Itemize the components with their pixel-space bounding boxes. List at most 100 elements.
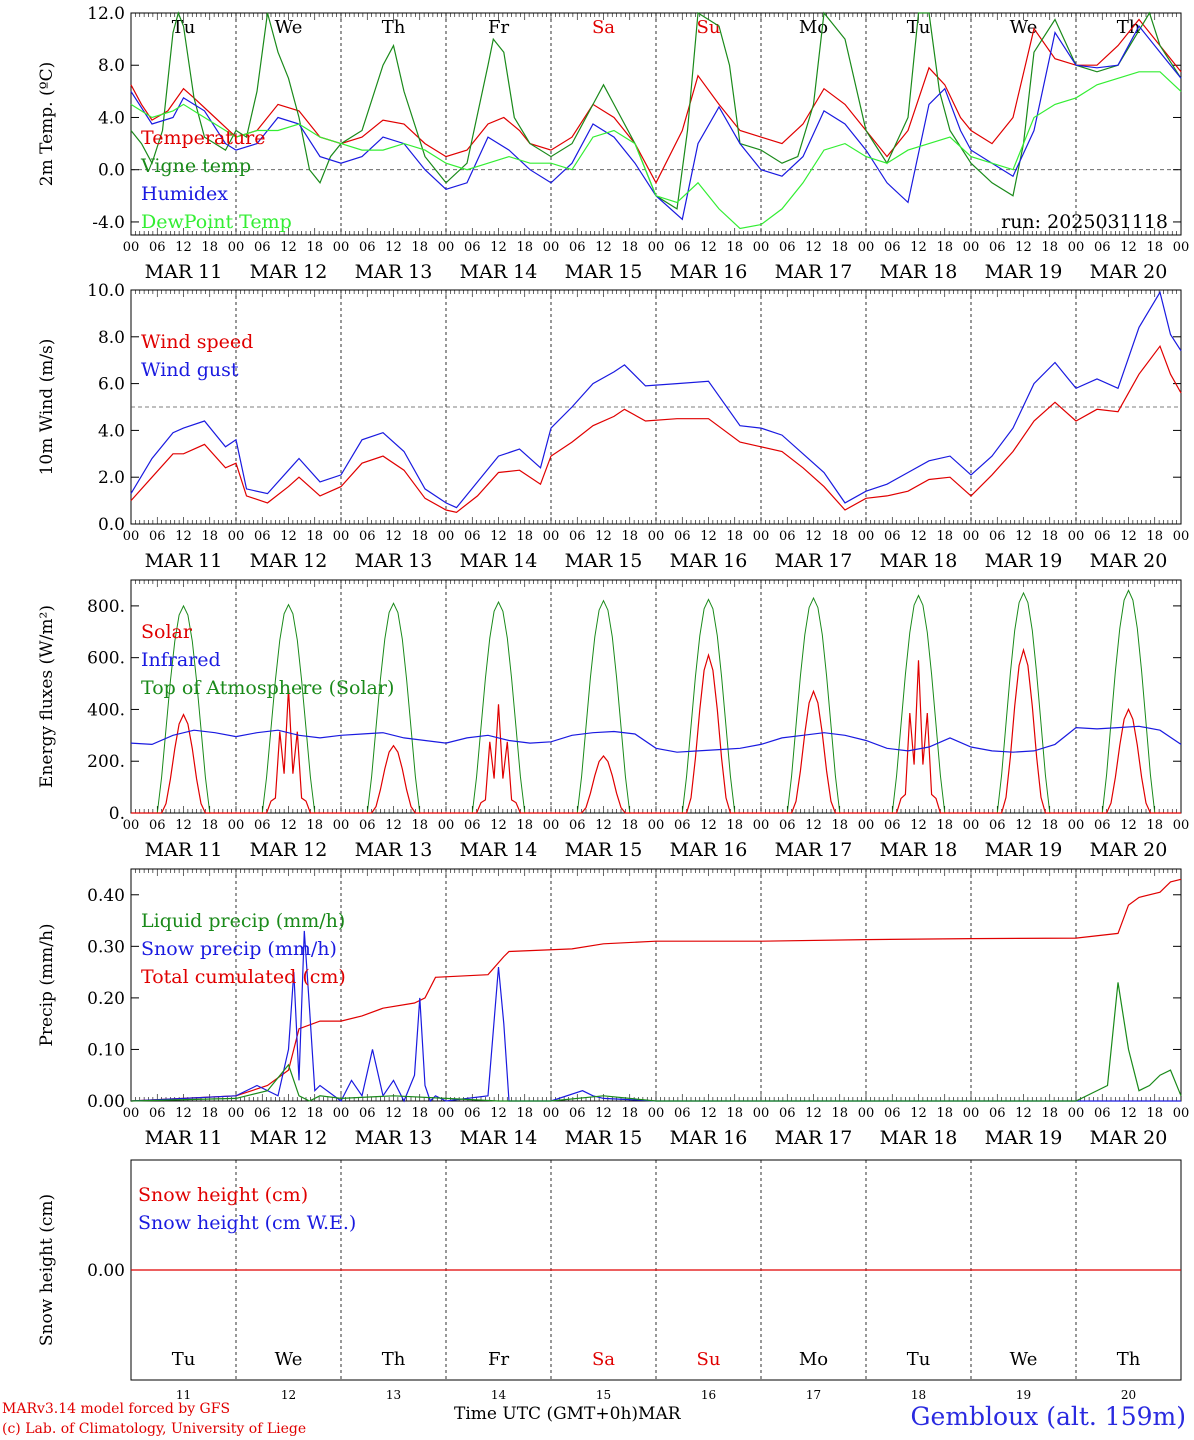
legend-entry: Top of Atmosphere (Solar) [141, 677, 394, 699]
x-hour-label: 00 [858, 529, 875, 544]
y-tick-label: 800. [87, 597, 125, 617]
x-hour-label: 12 [1015, 529, 1032, 544]
x-hour-label: 18 [306, 818, 323, 833]
x-date-label: MAR 15 [565, 550, 643, 572]
toa-solar-line [866, 594, 971, 814]
x-date-label: MAR 11 [145, 261, 223, 283]
x-hour-label: 06 [989, 529, 1006, 544]
x-hour-label: 12 [175, 529, 192, 544]
y-tick-label: 0.00 [87, 1092, 125, 1112]
x-hour-label: 00 [543, 1106, 560, 1121]
legend-entry: DewPoint Temp [141, 211, 292, 233]
legend-entry: Snow precip (mm/h) [141, 938, 337, 960]
model-credit: MARv3.14 model forced by GFS [2, 1401, 231, 1417]
x-hour-label: 12 [805, 818, 822, 833]
x-hour-label: 00 [753, 240, 770, 255]
legend-entry: Wind gust [141, 359, 239, 381]
weekday-label: We [1010, 1349, 1038, 1370]
legend-entry: Temperature [141, 127, 265, 149]
day-number-label: 11 [176, 1388, 191, 1402]
x-hour-label: 12 [805, 1106, 822, 1121]
x-hour-label: 06 [149, 529, 166, 544]
x-hour-label: 18 [516, 818, 533, 833]
x-hour-label: 00 [1173, 1106, 1190, 1121]
weekday-label: Mo [799, 17, 828, 38]
dewpoint-templine [130, 71, 1182, 230]
x-hour-label: 00 [1068, 1106, 1085, 1121]
x-hour-label: 12 [700, 818, 717, 833]
x-hour-label: 18 [831, 818, 848, 833]
station-label: Gembloux (alt. 159m) [910, 1402, 1186, 1431]
x-date-label: MAR 20 [1090, 261, 1168, 283]
x-hour-label: 00 [963, 240, 980, 255]
x-hour-label: 12 [700, 1106, 717, 1121]
weekday-label: Mo [799, 1349, 828, 1370]
x-hour-label: 06 [359, 529, 376, 544]
toa-solar-line [551, 599, 656, 814]
x-hour-label: 06 [569, 818, 586, 833]
x-hour-label: 12 [1120, 1106, 1137, 1121]
x-hour-label: 18 [411, 529, 428, 544]
x-hour-label: 06 [569, 529, 586, 544]
x-hour-label: 12 [490, 818, 507, 833]
weekday-label: Fr [488, 1349, 509, 1370]
x-hour-label: 18 [306, 1106, 323, 1121]
x-date-label: MAR 17 [775, 1127, 853, 1149]
legend-entry: Snow height (cm W.E.) [138, 1212, 356, 1234]
weekday-label: Th [382, 1349, 406, 1370]
x-hour-label: 00 [648, 240, 665, 255]
x-hour-label: 12 [490, 1106, 507, 1121]
x-hour-label: 12 [1015, 240, 1032, 255]
x-hour-label: 18 [621, 818, 638, 833]
x-date-label: MAR 19 [985, 550, 1063, 572]
x-hour-label: 06 [674, 529, 691, 544]
weekday-label: Th [1117, 1349, 1141, 1370]
x-hour-label: 18 [516, 1106, 533, 1121]
x-hour-label: 06 [989, 240, 1006, 255]
y-tick-label: 4.0 [98, 421, 125, 441]
x-hour-label: 12 [910, 240, 927, 255]
x-hour-label: 00 [543, 818, 560, 833]
weekday-label: Su [697, 17, 721, 38]
weekday-label: Tu [907, 17, 931, 38]
y-tick-label: 12.0 [87, 4, 125, 24]
wind-speedline [130, 344, 1182, 513]
total-cumulated-cm-line [130, 878, 1182, 1102]
x-hour-label: 06 [464, 240, 481, 255]
toa-solar-line [341, 602, 446, 814]
x-hour-label: 12 [1015, 1106, 1032, 1121]
x-date-label: MAR 13 [355, 1127, 433, 1149]
x-date-label: MAR 19 [985, 1127, 1063, 1149]
day-number-label: 14 [491, 1388, 507, 1402]
x-date-label: MAR 18 [880, 550, 958, 572]
x-date-label: MAR 11 [145, 550, 223, 572]
x-hour-label: 00 [543, 240, 560, 255]
y-tick-label: 0.20 [87, 989, 125, 1009]
toa-solar-line [761, 596, 866, 814]
x-hour-label: 00 [123, 1106, 140, 1121]
x-hour-label: 18 [831, 240, 848, 255]
legend-entry: Liquid precip (mm/h) [141, 910, 345, 932]
y-tick-label: 200. [87, 752, 125, 772]
x-date-label: MAR 19 [985, 261, 1063, 283]
x-hour-label: 00 [123, 818, 140, 833]
x-hour-label: 06 [779, 818, 796, 833]
y-tick-label: 6.0 [98, 375, 125, 395]
x-hour-label: 00 [648, 818, 665, 833]
x-hour-label: 18 [411, 1106, 428, 1121]
x-date-label: MAR 18 [880, 1127, 958, 1149]
x-hour-label: 12 [385, 818, 402, 833]
x-hour-label: 00 [123, 240, 140, 255]
x-date-label: MAR 14 [460, 550, 538, 572]
x-hour-label: 12 [280, 240, 297, 255]
x-date-label: MAR 15 [565, 261, 643, 283]
x-hour-label: 12 [175, 240, 192, 255]
x-hour-label: 18 [726, 240, 743, 255]
x-hour-label: 12 [385, 1106, 402, 1121]
x-hour-label: 18 [936, 240, 953, 255]
x-hour-label: 18 [306, 240, 323, 255]
x-hour-label: 18 [831, 529, 848, 544]
x-hour-label: 00 [228, 1106, 245, 1121]
y-tick-label: 600. [87, 649, 125, 669]
